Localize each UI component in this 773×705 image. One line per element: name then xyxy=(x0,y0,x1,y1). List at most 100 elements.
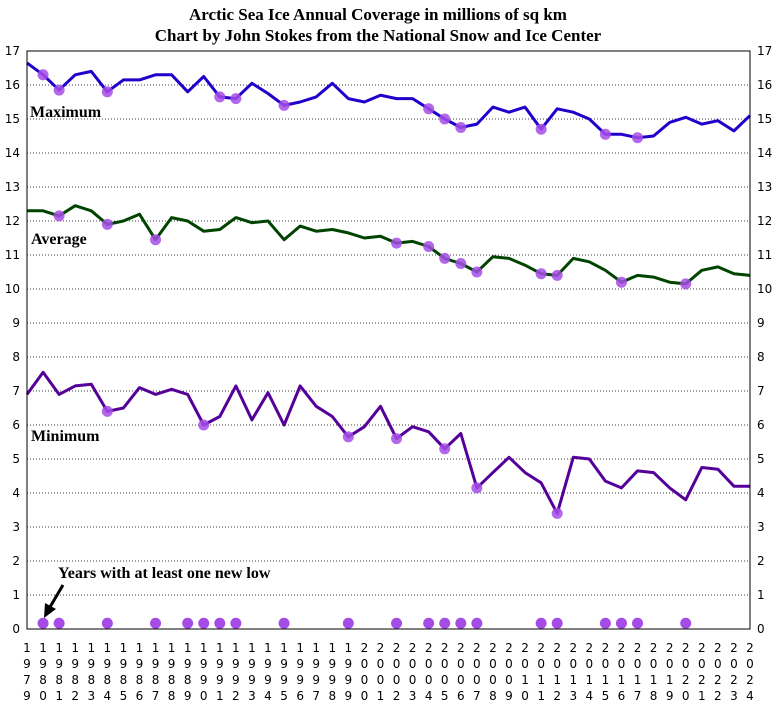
y-tick-label-right: 14 xyxy=(757,146,772,160)
new-low-point xyxy=(471,266,483,278)
new-low-point xyxy=(278,99,290,111)
new-low-point xyxy=(198,419,210,431)
new-low-point xyxy=(391,237,403,249)
y-tick-label-right: 11 xyxy=(757,248,772,262)
x-axis-ticks: 1 9 7 9 1 9 8 0 1 9 8 1 1 9 8 2 1 9 8 3 1 9 8 4 1 9 8 5 1 9 8 6 1 9 8 7 1 9 8 8… xyxy=(23,641,754,703)
new-low-year-dot xyxy=(455,617,467,629)
y-tick-label-right: 12 xyxy=(757,214,772,228)
new-low-point xyxy=(53,84,65,96)
y-tick-label-right: 13 xyxy=(757,180,772,194)
y-tick-label-right: 4 xyxy=(757,486,765,500)
new-low-point xyxy=(423,103,435,115)
y-tick-label-left: 6 xyxy=(12,418,20,432)
new-low-point xyxy=(471,482,483,494)
series-lines xyxy=(25,61,752,515)
y-tick-label-left: 9 xyxy=(12,316,20,330)
y-tick-label-left: 17 xyxy=(5,44,20,58)
y-tick-label-left: 15 xyxy=(5,112,20,126)
new-low-point xyxy=(230,93,242,105)
new-low-point xyxy=(455,122,467,133)
y-tick-label-right: 5 xyxy=(757,452,765,466)
new-low-year-dot xyxy=(615,617,627,629)
y-tick-label-left: 1 xyxy=(12,588,20,602)
y-tick-label-right: 3 xyxy=(757,520,765,534)
y-tick-label-right: 10 xyxy=(757,282,772,296)
y-tick-label-right: 1 xyxy=(757,588,765,602)
new-low-year-dot xyxy=(198,617,210,629)
new-low-year-dot xyxy=(551,617,563,629)
y-tick-label-right: 17 xyxy=(757,44,772,58)
annotation-arrow-shaft xyxy=(48,584,65,608)
new-low-year-dot xyxy=(391,617,403,629)
new-low-year-dot xyxy=(471,617,483,629)
y-tick-label-left: 7 xyxy=(12,384,20,398)
new-low-year-dot xyxy=(230,617,242,629)
new-low-point xyxy=(391,433,403,445)
new-low-point xyxy=(101,218,113,230)
new-low-point xyxy=(423,241,435,252)
annotation: Years with at least one new low xyxy=(44,565,271,618)
y-tick-label-left: 12 xyxy=(5,214,20,228)
series-label-maximum: Maximum xyxy=(30,104,102,121)
y-tick-label-right: 6 xyxy=(757,418,765,432)
new-low-point xyxy=(551,269,563,281)
y-tick-label-right: 15 xyxy=(757,112,772,126)
new-low-year-dot xyxy=(101,617,113,629)
y-tick-label-left: 8 xyxy=(12,350,20,364)
new-low-point xyxy=(439,443,451,455)
new-low-year-dot xyxy=(182,617,194,629)
plot-frame xyxy=(26,50,751,630)
y-tick-label-left: 3 xyxy=(12,520,20,534)
y-tick-label-left: 2 xyxy=(12,554,20,568)
new-low-point xyxy=(439,252,451,264)
y-tick-label-left: 11 xyxy=(5,248,20,262)
new-low-point xyxy=(214,91,226,103)
new-low-point xyxy=(101,86,113,98)
new-low-point xyxy=(680,278,692,290)
y-tick-label-left: 13 xyxy=(5,180,20,194)
new-low-point xyxy=(439,113,451,125)
y-tick-label-right: 0 xyxy=(757,622,765,636)
chart-title: Arctic Sea Ice Annual Coverage in millio… xyxy=(189,5,567,24)
y-tick-label-left: 14 xyxy=(5,146,20,160)
series-line-maximum xyxy=(26,61,752,140)
new-low-year-dot xyxy=(599,617,611,629)
new-low-point xyxy=(632,132,644,144)
y-tick-label-right: 8 xyxy=(757,350,765,364)
new-low-markers xyxy=(37,69,692,629)
new-low-point xyxy=(53,210,65,222)
new-low-year-dot xyxy=(632,617,644,629)
new-low-point xyxy=(615,276,627,288)
new-low-point xyxy=(535,123,547,135)
y-tick-label-left: 5 xyxy=(12,452,20,466)
new-low-point xyxy=(37,69,49,81)
